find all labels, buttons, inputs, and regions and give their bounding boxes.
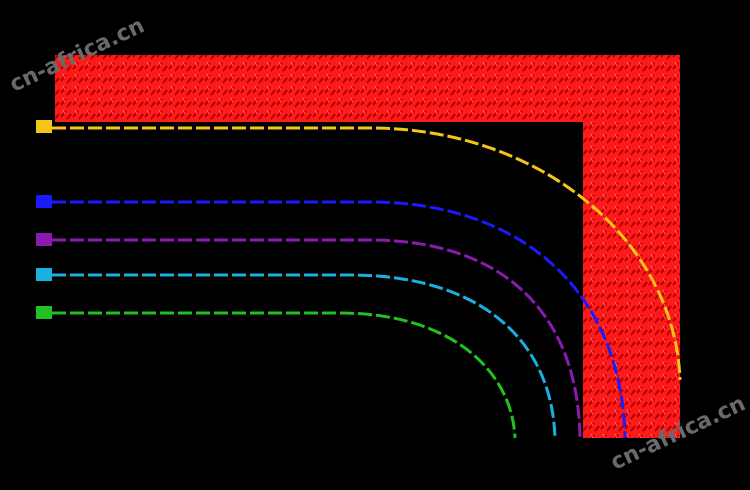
markers (36, 120, 52, 319)
cyan-marker (36, 268, 52, 281)
green-curve (52, 311, 517, 439)
blue-marker (36, 195, 52, 208)
blue-curve (52, 200, 627, 439)
purple-curve (52, 238, 582, 439)
purple-marker (36, 233, 52, 246)
curves (52, 126, 682, 439)
green-marker (36, 306, 52, 319)
yellow-curve (52, 126, 682, 381)
cyan-curve (52, 273, 557, 439)
red-l-region (55, 55, 680, 438)
yellow-marker (36, 120, 52, 133)
